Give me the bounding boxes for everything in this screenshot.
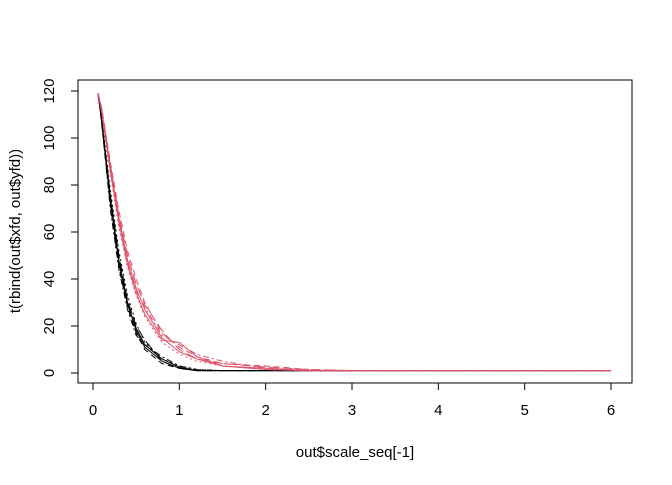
y-tick-label: 40 [41, 271, 58, 288]
series-line-xfd-2 [97, 95, 611, 372]
series-lines [97, 93, 611, 372]
y-tick-label: 80 [41, 177, 58, 194]
x-tick-label: 3 [348, 402, 356, 419]
series-line-xfd-4 [97, 95, 611, 372]
y-axis: 0 20 40 60 80 100 120 [41, 78, 79, 377]
series-line-xfd-5 [97, 93, 611, 372]
x-tick-label: 2 [261, 402, 269, 419]
x-axis: 0 1 2 3 4 5 6 [89, 382, 615, 419]
series-line-yfd-8 [97, 95, 611, 372]
y-tick-label: 60 [41, 224, 58, 241]
x-tick-label: 4 [434, 402, 442, 419]
x-tick-label: 6 [607, 402, 615, 419]
x-tick-label: 5 [520, 402, 528, 419]
series-line-xfd-3 [97, 93, 611, 372]
y-tick-label: 0 [41, 369, 58, 377]
x-tick-label: 0 [89, 402, 97, 419]
x-tick-label: 1 [175, 402, 183, 419]
series-line-yfd-9 [97, 93, 611, 372]
y-tick-label: 20 [41, 318, 58, 335]
series-line-xfd-1 [97, 93, 611, 372]
y-tick-label: 100 [41, 125, 58, 150]
plot-frame [77, 79, 633, 384]
series-line-yfd-6 [97, 93, 611, 372]
series-line-yfd-7 [97, 93, 611, 372]
x-axis-label: out$scale_seq[-1] [296, 444, 414, 461]
y-tick-label: 120 [41, 78, 58, 103]
y-axis-label: t(rbind(out$xfd, out$yfd)) [7, 149, 24, 313]
series-line-xfd-0 [97, 93, 611, 372]
series-line-yfd-10 [97, 95, 611, 372]
series-line-yfd-11 [97, 93, 611, 372]
